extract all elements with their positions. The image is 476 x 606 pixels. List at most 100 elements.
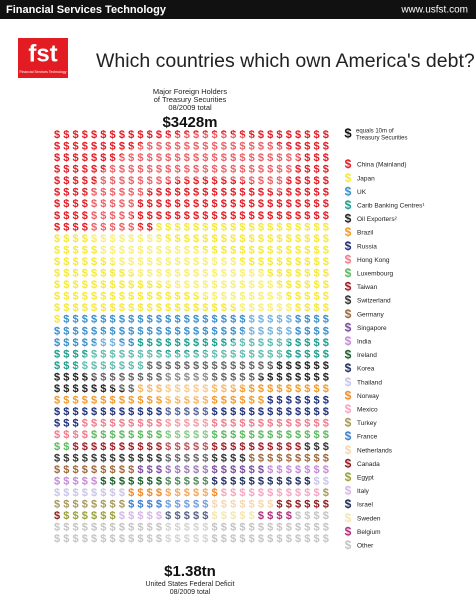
- dollar-mark: $: [249, 198, 255, 210]
- dollar-mark: $: [165, 210, 171, 222]
- dollar-mark: $: [110, 499, 116, 511]
- dollar-mark: $: [128, 464, 134, 476]
- dollar-mark: $: [221, 302, 227, 314]
- dollar-mark: $: [286, 314, 292, 326]
- dollar-mark: $: [212, 441, 218, 453]
- dollar-mark: $: [258, 452, 264, 464]
- dollar-mark: $: [249, 187, 255, 199]
- dollar-mark: $: [212, 348, 218, 360]
- dollar-mark: $: [276, 233, 282, 245]
- dollar-mark: $: [100, 244, 106, 256]
- dollar-mark: $: [100, 140, 106, 152]
- subtitle-line: 08/2009 total: [168, 103, 212, 112]
- dollar-mark: $: [323, 256, 329, 268]
- dollar-mark: $: [128, 429, 134, 441]
- dollar-mark: $: [221, 129, 227, 141]
- dollar-mark: $: [174, 244, 180, 256]
- dollar-mark: $: [286, 221, 292, 233]
- dollar-mark: $: [258, 244, 264, 256]
- dollar-mark: $: [212, 268, 218, 280]
- dollar-mark: $: [258, 129, 264, 141]
- dollar-mark: $: [239, 371, 245, 383]
- dollar-mark: $: [63, 175, 69, 187]
- dollar-mark: $: [202, 464, 208, 476]
- dollar-mark: $: [174, 325, 180, 337]
- dollar-mark: $: [82, 487, 88, 499]
- dollar-mark: $: [230, 279, 236, 291]
- dollar-mark: $: [147, 533, 153, 545]
- dollar-mark: $: [137, 291, 143, 303]
- dollar-mark: $: [239, 279, 245, 291]
- dollar-mark: $: [119, 452, 125, 464]
- dollar-mark: $: [239, 429, 245, 441]
- dollar-mark: $: [212, 291, 218, 303]
- dollar-mark: $: [202, 418, 208, 430]
- dollar-mark: $: [82, 198, 88, 210]
- dollar-mark: $: [313, 244, 319, 256]
- dollar-mark: $: [202, 233, 208, 245]
- dollar-mark: $: [156, 383, 162, 395]
- dollar-mark: $: [91, 233, 97, 245]
- dollar-mark: $: [267, 475, 273, 487]
- dollar-mark: $: [119, 418, 125, 430]
- dollar-mark: $: [156, 221, 162, 233]
- footer-line: United States Federal Deficit: [145, 581, 234, 588]
- dollar-mark: $: [193, 129, 199, 141]
- dollar-mark: $: [276, 279, 282, 291]
- dollar-mark: $: [276, 302, 282, 314]
- dollar-mark: $: [63, 256, 69, 268]
- dollar-mark: $: [110, 406, 116, 418]
- dollar-mark: $: [137, 198, 143, 210]
- dollar-mark: $: [119, 429, 125, 441]
- dollar-mark: $: [174, 429, 180, 441]
- dollar-mark: $: [91, 406, 97, 418]
- dollar-mark: $: [239, 152, 245, 164]
- dollar-mark: $: [258, 256, 264, 268]
- dollar-mark: $: [239, 233, 245, 245]
- dollar-mark: $: [119, 244, 125, 256]
- dollar-mark: $: [276, 291, 282, 303]
- dollar-mark: $: [295, 395, 301, 407]
- dollar-mark: $: [249, 475, 255, 487]
- dollar-mark: $: [82, 164, 88, 176]
- dollar-mark: $: [63, 499, 69, 511]
- dollar-mark: $: [286, 175, 292, 187]
- dollar-mark: $: [230, 464, 236, 476]
- dollar-mark: $: [221, 291, 227, 303]
- dollar-mark: $: [258, 522, 264, 534]
- dollar-mark: $: [110, 510, 116, 522]
- dollar-mark: $: [212, 510, 218, 522]
- dollar-mark: $: [212, 256, 218, 268]
- dollar-mark: $: [165, 198, 171, 210]
- dollar-mark: $: [313, 522, 319, 534]
- dollar-mark: $: [128, 302, 134, 314]
- dollar-mark: $: [110, 475, 116, 487]
- dollar-mark: $: [286, 244, 292, 256]
- dollar-mark: $: [202, 499, 208, 511]
- dollar-mark: $: [119, 279, 125, 291]
- dollar-mark: $: [286, 452, 292, 464]
- dollar-mark: $: [119, 395, 125, 407]
- dollar-mark: $: [286, 395, 292, 407]
- dollar-mark: $: [174, 210, 180, 222]
- dollar-mark: $: [202, 406, 208, 418]
- dollar-mark: $: [82, 475, 88, 487]
- dollar-mark: $: [286, 268, 292, 280]
- dollar-mark: $: [258, 164, 264, 176]
- dollar-mark: $: [184, 452, 190, 464]
- dollar-mark: $: [174, 360, 180, 372]
- dollar-mark: $: [165, 522, 171, 534]
- legend-label: Taiwan: [357, 284, 378, 291]
- dollar-mark: $: [323, 371, 329, 383]
- dollar-mark: $: [54, 187, 60, 199]
- dollar-mark: $: [147, 164, 153, 176]
- dollar-mark: $: [323, 198, 329, 210]
- dollar-mark: $: [100, 395, 106, 407]
- dollar-mark: $: [239, 383, 245, 395]
- dollar-mark: $: [137, 464, 143, 476]
- dollar-mark: $: [193, 418, 199, 430]
- dollar-mark: $: [91, 441, 97, 453]
- dollar-mark: $: [313, 256, 319, 268]
- dollar-mark: $: [110, 371, 116, 383]
- dollar-mark: $: [91, 221, 97, 233]
